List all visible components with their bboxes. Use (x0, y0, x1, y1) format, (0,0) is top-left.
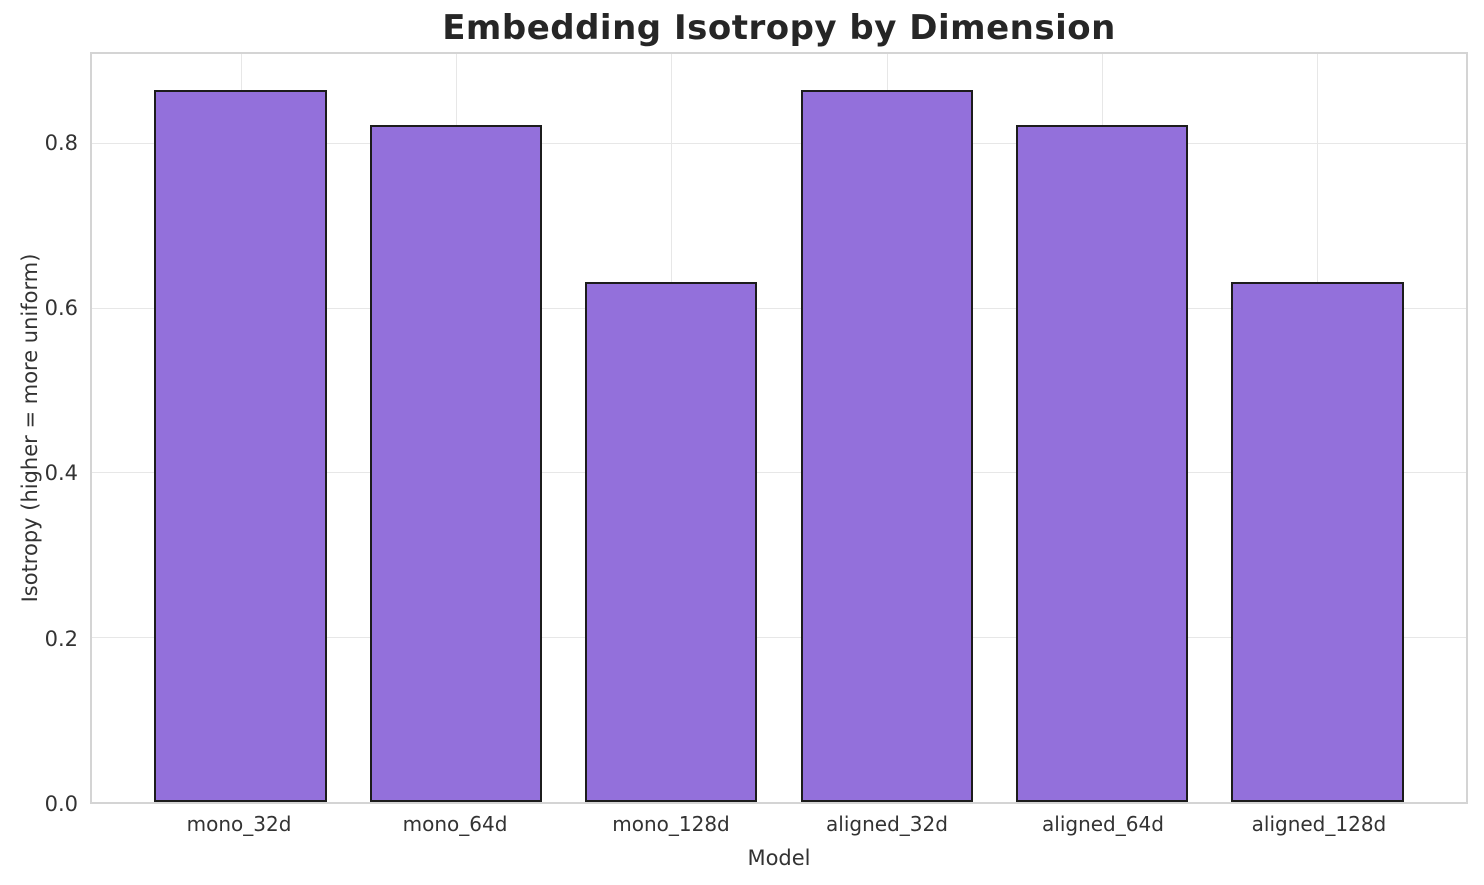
y-tick-label: 0.8 (44, 130, 78, 155)
bar-aligned_64d (1015, 124, 1189, 802)
y-tick-label: 0.4 (44, 461, 78, 486)
chart-title: Embedding Isotropy by Dimension (442, 8, 1116, 48)
x-axis-label: Model (747, 846, 811, 870)
bar-mono_128d (585, 281, 758, 802)
x-tick-label-aligned_128d: aligned_128d (1251, 812, 1387, 836)
bar-mono_64d (369, 124, 543, 802)
y-tick-label: 0.6 (44, 296, 78, 321)
x-tick-label-aligned_64d: aligned_64d (1042, 812, 1164, 836)
x-tick-label-mono_128d: mono_128d (612, 812, 730, 836)
bar-aligned_128d (1231, 281, 1404, 802)
x-tick-label-aligned_32d: aligned_32d (826, 812, 948, 836)
x-tick-label-mono_64d: mono_64d (402, 812, 508, 836)
y-tick-label: 0.2 (44, 626, 78, 651)
gridline-horizontal (92, 307, 1466, 309)
x-tick-label-mono_32d: mono_32d (186, 812, 292, 836)
gridline-horizontal (92, 143, 1466, 145)
gridline-horizontal (92, 636, 1466, 638)
y-tick-label: 0.0 (44, 792, 78, 816)
bar-mono_32d (154, 90, 327, 802)
gridline-horizontal (92, 472, 1466, 474)
plot-area (90, 52, 1468, 804)
bar-aligned_32d (800, 90, 973, 802)
